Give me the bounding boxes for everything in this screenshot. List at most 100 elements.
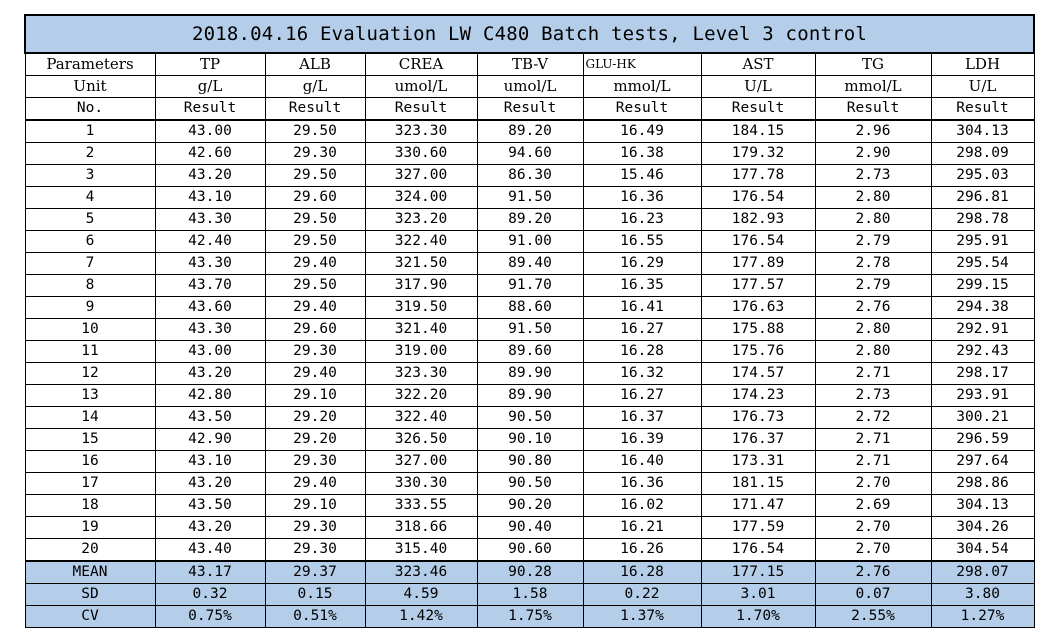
result-cell: 29.30 (264, 516, 366, 539)
result-cell: 175.88 (700, 318, 816, 341)
param-header: TG (814, 52, 932, 76)
row-number: 13 (24, 384, 156, 407)
result-cell: 42.90 (154, 428, 266, 451)
stat-label: CV (24, 605, 156, 628)
result-cell: 326.50 (364, 428, 478, 451)
result-cell: 2.76 (814, 296, 932, 319)
result-header: Result (814, 97, 932, 121)
result-cell: 16.21 (582, 516, 702, 539)
result-header: Result (930, 97, 1035, 121)
result-cell: 304.13 (930, 494, 1035, 517)
result-cell: 16.27 (582, 318, 702, 341)
row-number: 2 (24, 142, 156, 165)
stat-row-sd: SD 0.32 0.15 4.59 1.58 0.22 3.01 0.07 3.80 (24, 583, 1035, 606)
result-cell: 42.60 (154, 142, 266, 165)
result-cell: 29.40 (264, 296, 366, 319)
stat-cell: 1.42% (364, 605, 478, 628)
table-row: 6 42.40 29.50 322.40 91.00 16.55 176.54 2.79 295… (24, 230, 1035, 253)
result-cell: 89.20 (476, 208, 584, 231)
result-cell: 304.54 (930, 538, 1035, 562)
result-cell: 323.30 (364, 362, 478, 385)
stat-cell: 29.37 (264, 560, 366, 584)
result-cell: 43.00 (154, 119, 266, 143)
table-row: 4 43.10 29.60 324.00 91.50 16.36 176.54 2.80 296… (24, 186, 1035, 209)
result-cell: 16.40 (582, 450, 702, 473)
result-cell: 2.90 (814, 142, 932, 165)
table-row: 16 43.10 29.30 327.00 90.80 16.40 173.31 2.71 29… (24, 450, 1035, 473)
table-row: 2 42.60 29.30 330.60 94.60 16.38 179.32 2.90 298… (24, 142, 1035, 165)
param-header: TB-V (476, 52, 584, 76)
stat-cell: 323.46 (364, 560, 478, 584)
result-cell: 179.32 (700, 142, 816, 165)
result-cell: 43.50 (154, 494, 266, 517)
unit-label: Unit (24, 75, 156, 98)
results-table: 2018.04.16 Evaluation LW C480 Batch test… (24, 14, 1035, 628)
row-number: 8 (24, 274, 156, 297)
result-cell: 90.50 (476, 406, 584, 429)
result-cell: 2.72 (814, 406, 932, 429)
result-cell: 89.90 (476, 384, 584, 407)
stat-cell: 3.80 (930, 583, 1035, 606)
unit-header: U/L (700, 75, 816, 98)
result-header: Result (264, 97, 366, 121)
result-cell: 94.60 (476, 142, 584, 165)
stat-cell: 298.07 (930, 560, 1035, 584)
row-number: 10 (24, 318, 156, 341)
result-cell: 89.60 (476, 340, 584, 363)
row-number: 17 (24, 472, 156, 495)
result-cell: 298.86 (930, 472, 1035, 495)
stat-cell: 0.32 (154, 583, 266, 606)
result-cell: 171.47 (700, 494, 816, 517)
unit-header: mmol/L (814, 75, 932, 98)
result-cell: 16.36 (582, 472, 702, 495)
result-cell: 90.20 (476, 494, 584, 517)
row-number: 15 (24, 428, 156, 451)
result-cell: 29.50 (264, 119, 366, 143)
param-header: GLU-HK (582, 52, 702, 76)
stat-cell: 1.70% (700, 605, 816, 628)
table-row: 13 42.80 29.10 322.20 89.90 16.27 174.23 2.73 29… (24, 384, 1035, 407)
result-cell: 16.29 (582, 252, 702, 275)
stat-row-cv: CV 0.75% 0.51% 1.42% 1.75% 1.37% 1.70% 2.55% 1.2… (24, 605, 1035, 628)
table-title: 2018.04.16 Evaluation LW C480 Batch test… (24, 14, 1035, 54)
result-cell: 177.57 (700, 274, 816, 297)
result-cell: 298.09 (930, 142, 1035, 165)
result-cell: 16.39 (582, 428, 702, 451)
table-row: 15 42.90 29.20 326.50 90.10 16.39 176.37 2.71 29… (24, 428, 1035, 451)
result-cell: 88.60 (476, 296, 584, 319)
stat-cell: 0.51% (264, 605, 366, 628)
stat-cell: 1.37% (582, 605, 702, 628)
table-row: 3 43.20 29.50 327.00 86.30 15.46 177.78 2.73 295… (24, 164, 1035, 187)
result-cell: 90.80 (476, 450, 584, 473)
result-header: Result (364, 97, 478, 121)
stat-cell: 1.75% (476, 605, 584, 628)
result-cell: 16.55 (582, 230, 702, 253)
result-cell: 176.63 (700, 296, 816, 319)
result-cell: 173.31 (700, 450, 816, 473)
stat-cell: 2.76 (814, 560, 932, 584)
result-cell: 2.70 (814, 516, 932, 539)
result-cell: 2.69 (814, 494, 932, 517)
result-cell: 295.03 (930, 164, 1035, 187)
result-cell: 43.20 (154, 164, 266, 187)
table-row: 1 43.00 29.50 323.30 89.20 16.49 184.15 2.96 304… (24, 119, 1035, 143)
result-cell: 292.43 (930, 340, 1035, 363)
result-cell: 327.00 (364, 164, 478, 187)
result-cell: 2.70 (814, 538, 932, 562)
result-cell: 29.50 (264, 274, 366, 297)
stat-row-mean: MEAN 43.17 29.37 323.46 90.28 16.28 177.15 2.76… (24, 560, 1035, 584)
result-cell: 176.73 (700, 406, 816, 429)
result-cell: 2.70 (814, 472, 932, 495)
result-cell: 327.00 (364, 450, 478, 473)
result-cell: 43.20 (154, 362, 266, 385)
result-cell: 294.38 (930, 296, 1035, 319)
result-cell: 315.40 (364, 538, 478, 562)
result-cell: 182.93 (700, 208, 816, 231)
unit-header: umol/L (476, 75, 584, 98)
result-cell: 297.64 (930, 450, 1035, 473)
result-cell: 42.40 (154, 230, 266, 253)
param-header: ALB (264, 52, 366, 76)
row-number: 14 (24, 406, 156, 429)
row-number: 3 (24, 164, 156, 187)
result-cell: 293.91 (930, 384, 1035, 407)
